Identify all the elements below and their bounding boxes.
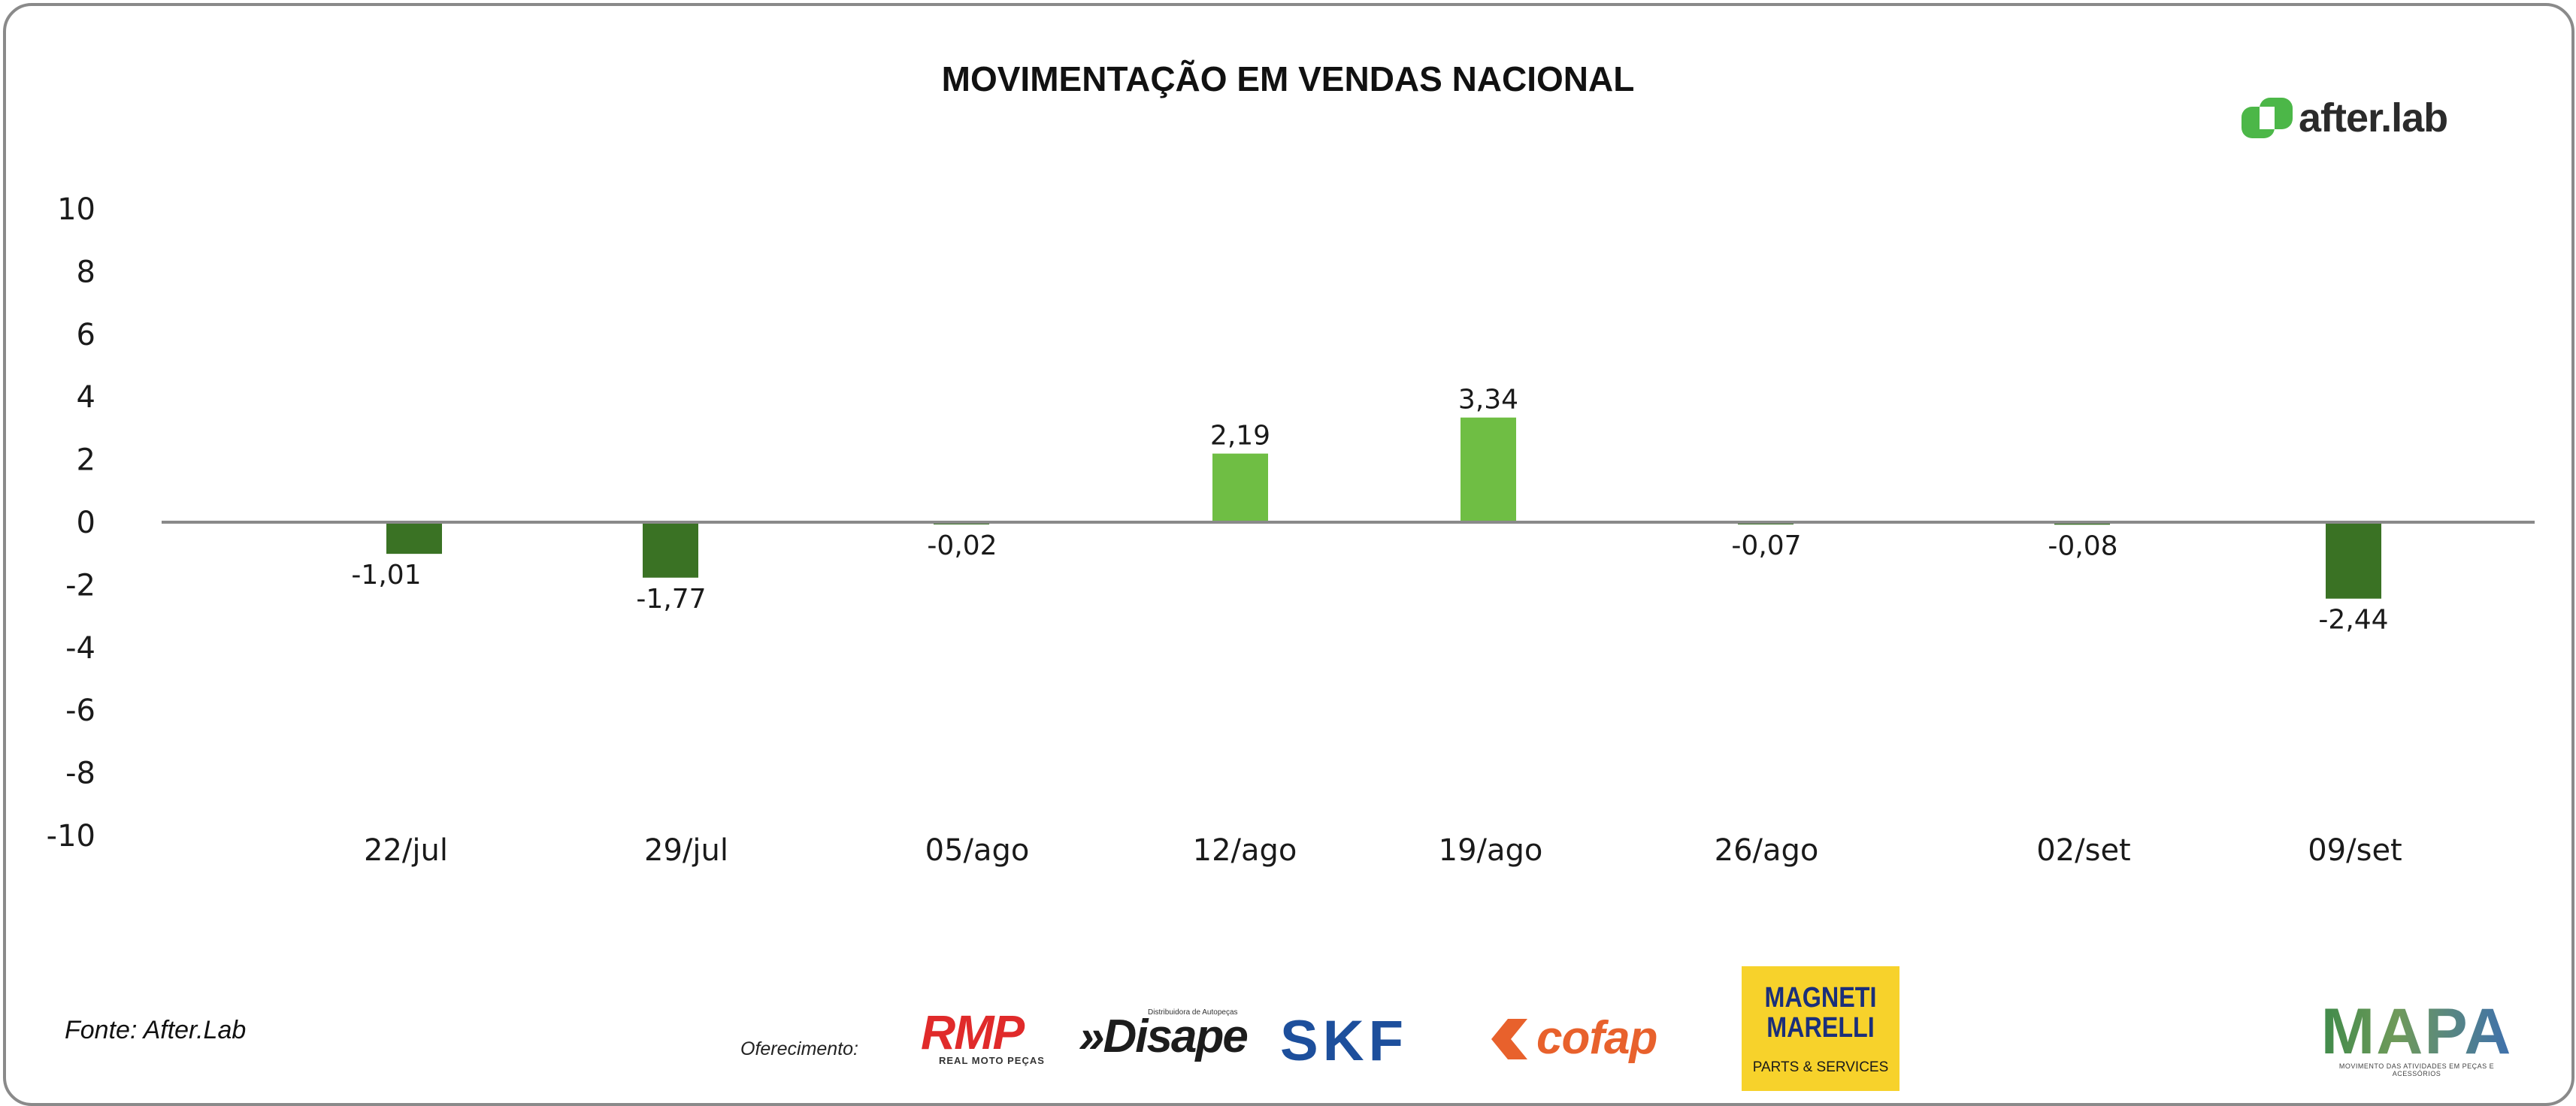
magneti-marelli-logo-name: MAGNETI MARELLI: [1764, 982, 1877, 1044]
magneti-marelli-logo: MAGNETI MARELLI PARTS & SERVICES: [1742, 966, 1899, 1091]
y-tick-label: 6: [77, 318, 95, 352]
cofap-logo-name: cofap: [1536, 1012, 1657, 1064]
x-tick-label: 09/set: [2308, 833, 2402, 868]
data-label-05/ago: -0,02: [927, 530, 997, 561]
y-tick-label: 4: [77, 380, 95, 415]
rmp-logo: RMP REAL MOTO PEÇAS: [921, 1008, 1056, 1068]
x-tick-label: 02/set: [2036, 833, 2131, 868]
data-label-09/set: -2,44: [2318, 605, 2388, 636]
disape-logo-name: »Disape: [1079, 1011, 1249, 1062]
x-axis: 22/jul 29/jul 05/ago 12/ago 19/ago 26/ago 02/s…: [364, 833, 2402, 868]
y-tick-label: 10: [57, 192, 95, 227]
bar-09/set: [2326, 522, 2381, 599]
disape-logo-sub: Distribuidora de Autopeças: [1148, 1008, 1238, 1017]
afterlab-logo-text: after.lab: [2299, 95, 2448, 141]
data-labels: -1,01 -1,77 -0,02 2,19 3,34 -0,07 -0,08 -2,44: [351, 385, 2388, 636]
bars: [386, 417, 2381, 599]
x-tick-label: 19/ago: [1439, 833, 1543, 868]
x-tick-label: 26/ago: [1715, 833, 1819, 868]
magneti-marelli-logo-sub: PARTS & SERVICES: [1752, 1059, 1889, 1075]
y-tick-label: -6: [65, 694, 95, 728]
x-tick-label: 05/ago: [925, 833, 1030, 868]
cofap-x-icon: [1491, 1019, 1527, 1059]
x-tick-label: 12/ago: [1193, 833, 1297, 868]
chart-frame: [3, 3, 2574, 1106]
y-tick-label: -8: [65, 757, 95, 791]
cofap-logo: cofap: [1488, 1011, 1714, 1068]
x-tick-label: 29/jul: [644, 833, 728, 868]
bar-29/jul: [643, 522, 698, 578]
source-note: Fonte: After.Lab: [65, 1016, 247, 1044]
data-label-19/ago: 3,34: [1458, 385, 1518, 416]
mapa-logo-sub: MOVIMENTO DAS ATIVIDADES EM PEÇAS E ACES…: [2338, 1062, 2495, 1077]
chart-title: MOVIMENTAÇÃO EM VENDAS NACIONAL: [941, 59, 1635, 98]
offer-label: Oferecimento:: [740, 1038, 859, 1059]
bar-22/jul: [386, 522, 442, 555]
rmp-logo-name: RMP: [921, 1005, 1025, 1059]
disape-logo: Distribuidora de Autopeças »Disape: [1079, 1008, 1259, 1068]
skf-logo: SKF: [1280, 1009, 1468, 1073]
data-label-12/ago: 2,19: [1210, 421, 1270, 452]
y-tick-label: -10: [47, 819, 95, 854]
data-label-02/set: -0,08: [2048, 530, 2117, 561]
y-tick-label: -2: [65, 568, 95, 603]
bar-19/ago: [1461, 417, 1516, 522]
y-tick-label: 2: [77, 443, 95, 478]
y-tick-label: -4: [65, 631, 95, 666]
data-label-29/jul: -1,77: [636, 584, 706, 615]
y-axis: 10 8 6 4 2 0 -2 -4 -6 -8 -10: [47, 192, 95, 854]
bar-12/ago: [1212, 453, 1268, 522]
data-label-22/jul: -1,01: [351, 560, 421, 591]
y-tick-label: 0: [77, 506, 95, 540]
data-label-26/ago: -0,07: [1731, 530, 1801, 561]
mapa-logo-name: MAPA: [2319, 999, 2514, 1064]
skf-logo-name: SKF: [1280, 1009, 1408, 1073]
mapa-logo: MAPA MOVIMENTO DAS ATIVIDADES EM PEÇAS E…: [2319, 999, 2514, 1077]
afterlab-logo-icon: [2242, 98, 2293, 138]
rmp-logo-sub: REAL MOTO PEÇAS: [939, 1055, 1045, 1066]
x-tick-label: 22/jul: [364, 833, 448, 868]
afterlab-logo: after.lab: [2240, 92, 2448, 144]
y-tick-label: 8: [77, 255, 95, 289]
